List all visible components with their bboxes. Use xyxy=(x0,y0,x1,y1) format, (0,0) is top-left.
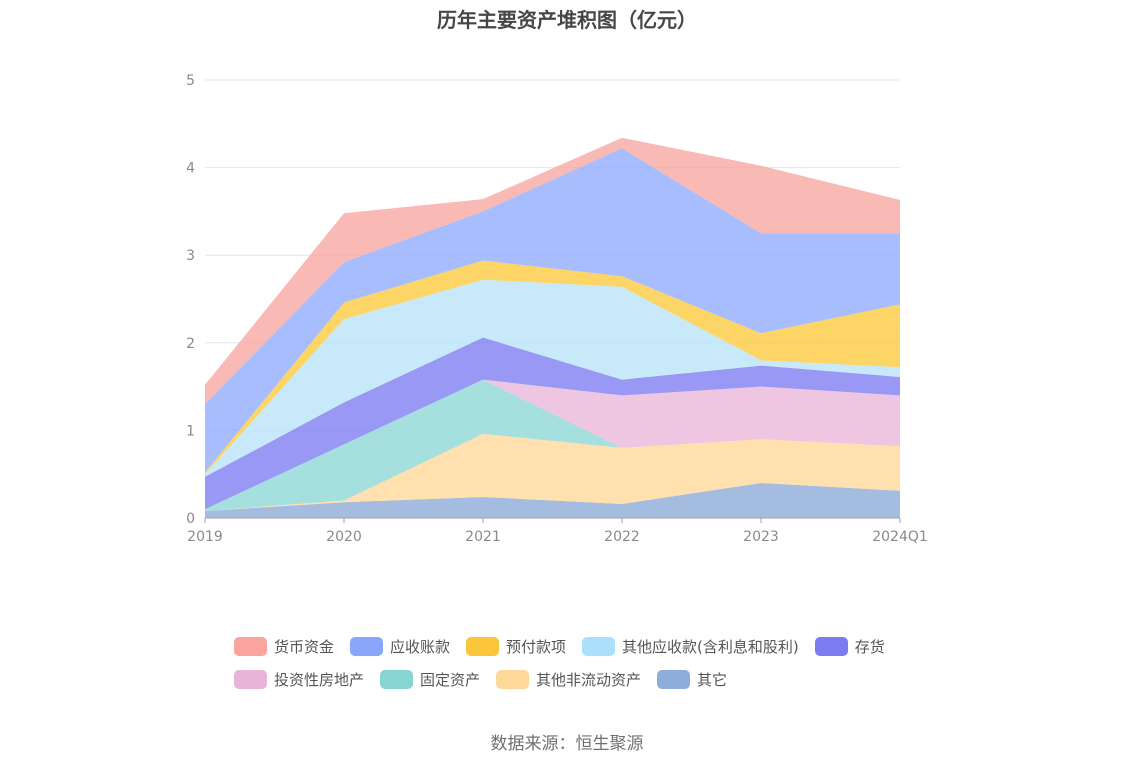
legend-item[interactable]: 预付款项 xyxy=(466,636,566,657)
y-tick-label: 0 xyxy=(186,511,195,527)
data-source-note: 数据来源：恒生聚源 xyxy=(490,734,644,754)
area-存货 xyxy=(205,337,900,510)
x-tick-label: 2022 xyxy=(604,529,640,545)
legend-item[interactable]: 存货 xyxy=(814,636,885,657)
y-tick-label: 4 xyxy=(186,161,195,177)
area-其他非流动资产 xyxy=(205,433,900,511)
x-tick-label: 2024Q1 xyxy=(872,529,928,545)
chart-title: 历年主要资产堆积图（亿元） xyxy=(437,8,697,32)
legend-swatch xyxy=(380,670,414,689)
x-tick-label: 2023 xyxy=(743,529,779,545)
area-应收账款 xyxy=(205,148,900,473)
y-tick-label: 5 xyxy=(186,73,195,89)
legend-swatch xyxy=(496,670,530,689)
area-投资性房地产 xyxy=(205,379,900,510)
legend-label: 其他应收款(含利息和股利) xyxy=(622,638,799,656)
legend-item[interactable]: 其他非流动资产 xyxy=(496,669,641,690)
x-tick-label: 2019 xyxy=(187,529,223,545)
legend-label: 固定资产 xyxy=(420,671,481,689)
y-tick-label: 3 xyxy=(186,248,195,264)
legend-label: 其他非流动资产 xyxy=(536,671,642,689)
legend-swatch xyxy=(466,637,500,656)
y-tick-label: 1 xyxy=(186,423,195,439)
axes: 0 1 2 3 4 5 2019 2020 2021 2022 2023 2024Q1 xyxy=(186,73,928,545)
legend: 货币资金 应收账款 预付款项 其他应收款(含利息和股利) 存货 投资性房地产 固定资产 其他… xyxy=(234,630,934,696)
legend-swatch xyxy=(234,637,267,656)
legend-swatch xyxy=(582,637,616,656)
legend-item[interactable]: 货币资金 xyxy=(234,636,334,657)
y-tick-label: 2 xyxy=(186,336,195,352)
legend-label: 预付款项 xyxy=(506,638,567,656)
area-固定资产 xyxy=(205,379,900,511)
legend-item[interactable]: 固定资产 xyxy=(380,669,480,690)
legend-label: 货币资金 xyxy=(274,638,335,656)
legend-swatch xyxy=(234,670,267,689)
legend-item[interactable]: 投资性房地产 xyxy=(234,669,364,690)
legend-swatch xyxy=(814,637,848,656)
legend-swatch xyxy=(657,670,691,689)
legend-row: 投资性房地产 固定资产 其他非流动资产 其它 xyxy=(234,663,934,696)
area-货币资金 xyxy=(205,137,900,405)
stacked-area-chart: 0 1 2 3 4 5 2019 2020 2021 2022 2023 2024Q1 xyxy=(186,73,928,545)
legend-label: 应收账款 xyxy=(390,638,451,656)
legend-label: 投资性房地产 xyxy=(274,671,365,689)
legend-item[interactable]: 其他应收款(含利息和股利) xyxy=(582,636,799,657)
legend-swatch xyxy=(350,637,384,656)
area-series xyxy=(205,137,900,518)
x-tick-label: 2021 xyxy=(465,529,501,545)
legend-row: 货币资金 应收账款 预付款项 其他应收款(含利息和股利) 存货 xyxy=(234,630,934,663)
legend-label: 其它 xyxy=(697,671,728,689)
area-其他应收款(含利息和股利) xyxy=(205,279,900,477)
legend-item[interactable]: 应收账款 xyxy=(350,636,450,657)
x-tick-label: 2020 xyxy=(326,529,362,545)
legend-label: 存货 xyxy=(854,638,885,656)
legend-item[interactable]: 其它 xyxy=(657,669,727,690)
